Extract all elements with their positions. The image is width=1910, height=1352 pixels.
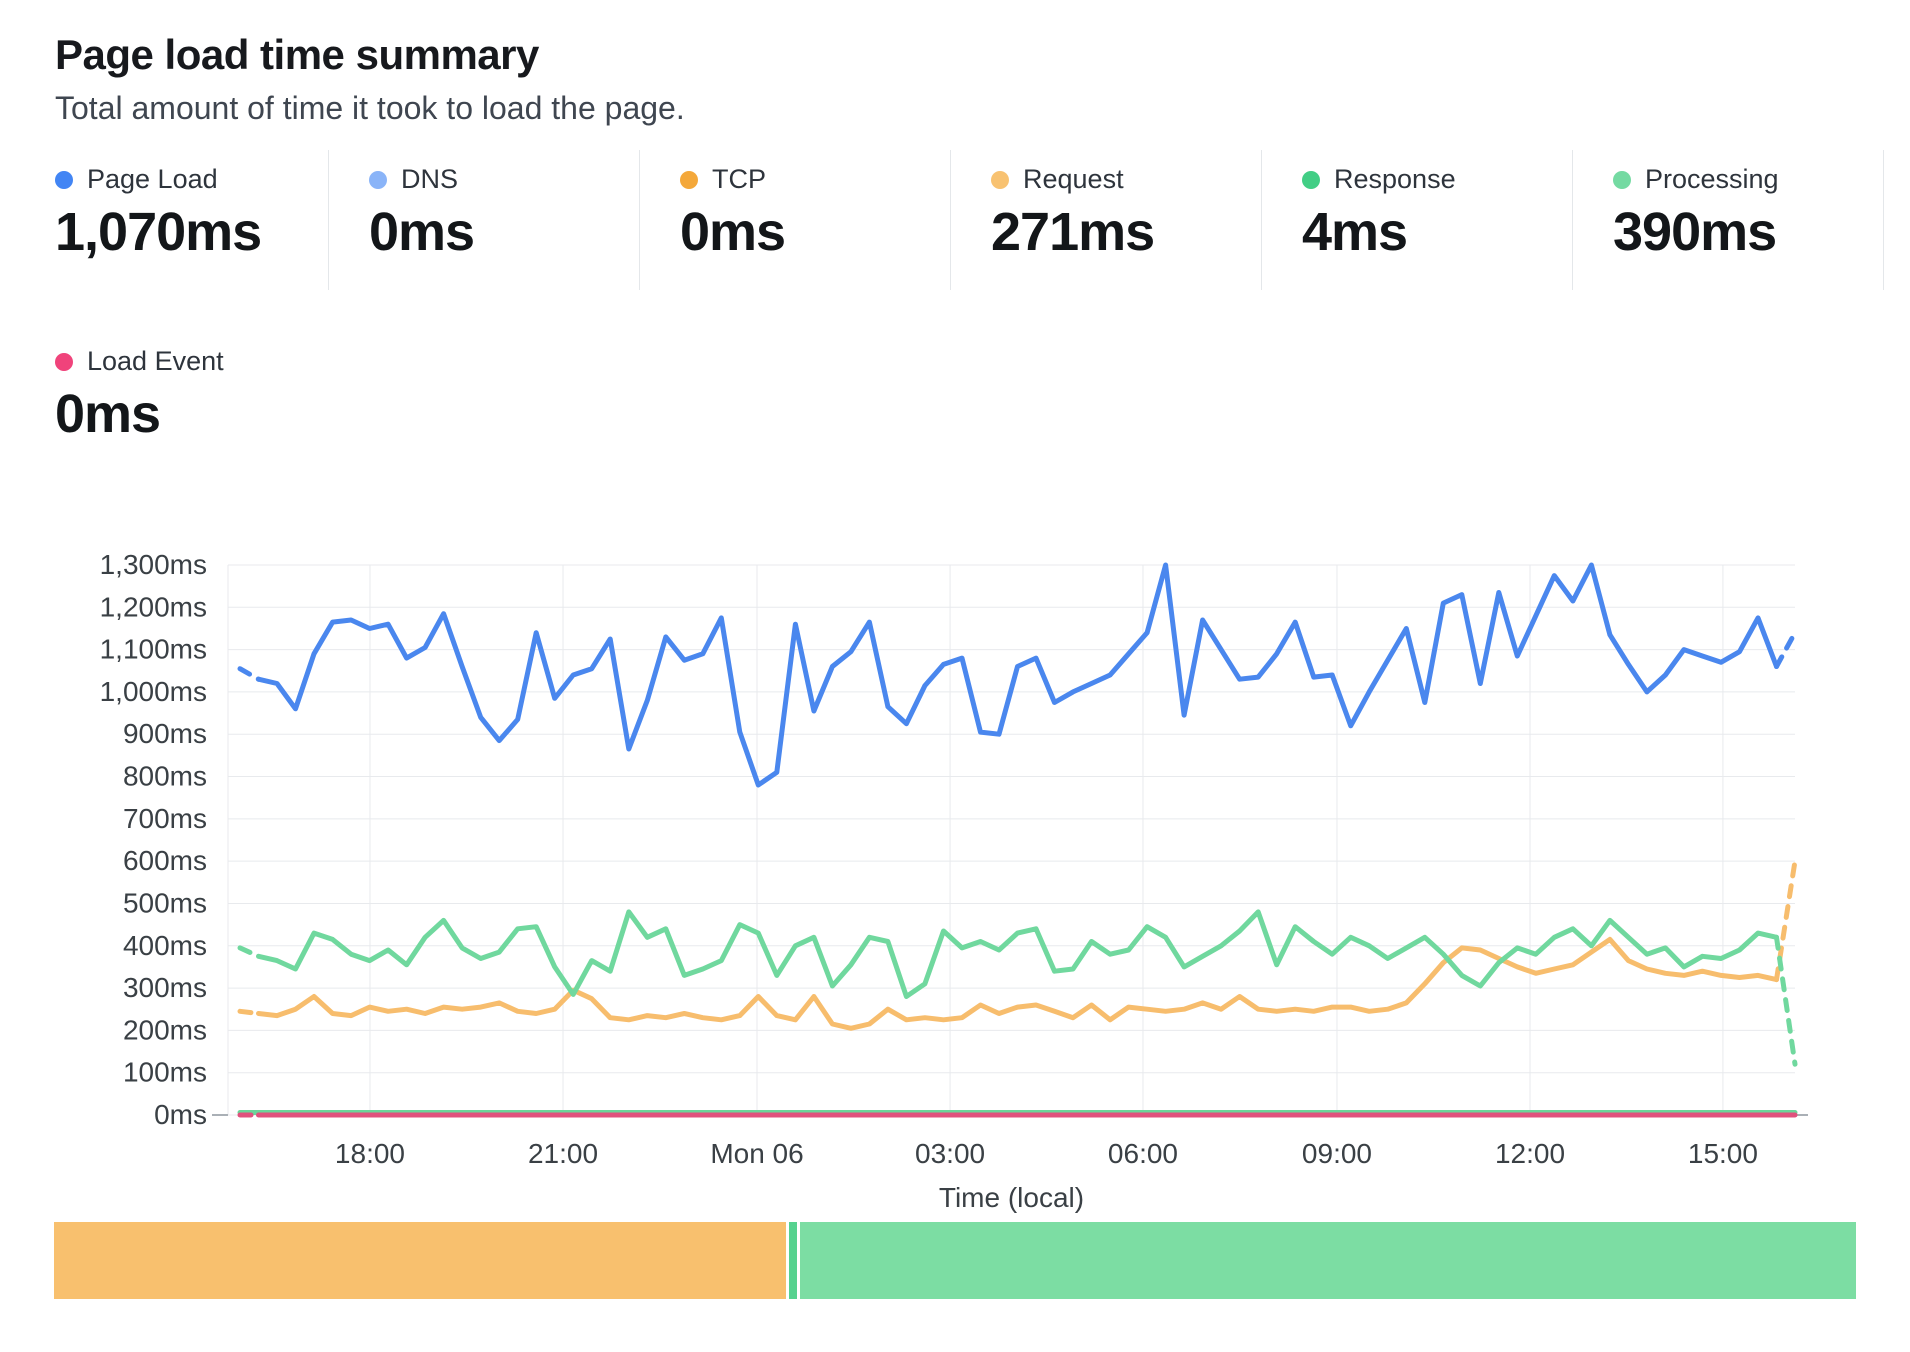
y-axis-tick-label: 800ms: [123, 761, 207, 792]
x-axis-title: Time (local): [939, 1182, 1084, 1213]
series-processing-line: [237, 945, 261, 959]
series-processing-line: [1774, 934, 1798, 1067]
x-axis-tick-label: 06:00: [1108, 1138, 1178, 1169]
y-axis-tick-label: 700ms: [123, 803, 207, 834]
y-axis-tick-label: 1,200ms: [100, 591, 207, 622]
metric-label-text: Processing: [1645, 164, 1779, 194]
metric-value: 4ms: [1302, 202, 1408, 262]
page-title: Page load time summary: [55, 31, 539, 78]
metric-label-text: Request: [1023, 164, 1124, 194]
load-time-breakdown-bar: [54, 1222, 1856, 1299]
processing-legend-dot: [1613, 170, 1631, 189]
y-axis-tick-label: 100ms: [123, 1057, 207, 1088]
metric-label-text: Response: [1334, 164, 1456, 194]
metric-page-load[interactable]: Page Load 1,070ms: [55, 150, 329, 290]
metric-label-text: Load Event: [87, 346, 224, 376]
breakdown-segment-response: [788, 1222, 797, 1299]
metric-label: DNS: [369, 166, 639, 193]
metric-request[interactable]: Request 271ms: [951, 150, 1262, 290]
metric-label-text: TCP: [712, 164, 766, 194]
metric-response[interactable]: Response 4ms: [1262, 150, 1573, 290]
metric-load-event[interactable]: Load Event 0ms: [55, 332, 329, 472]
y-axis-tick-label: 300ms: [123, 972, 207, 1003]
y-axis-tick-label: 600ms: [123, 845, 207, 876]
tcp-legend-dot: [680, 170, 698, 189]
breakdown-segment-request: [54, 1222, 786, 1299]
x-axis-tick-label: 12:00: [1495, 1138, 1565, 1169]
series-request-line: [237, 1008, 261, 1016]
metric-dns[interactable]: DNS 0ms: [329, 150, 640, 290]
x-axis-tick-label: 15:00: [1688, 1138, 1758, 1169]
response-legend-dot: [1302, 170, 1320, 189]
metric-label-text: DNS: [401, 164, 459, 194]
y-axis-tick-label: 400ms: [123, 930, 207, 961]
series-page-load-line: [237, 666, 261, 682]
breakdown-segment-processing: [799, 1222, 1856, 1299]
x-axis-tick-label: 09:00: [1302, 1138, 1372, 1169]
metric-value: 390ms: [1613, 202, 1777, 262]
metric-label: Request: [991, 166, 1261, 193]
y-axis-tick-label: 0ms: [154, 1099, 207, 1130]
metrics-row-1: Page Load 1,070ms DNS 0ms TCP 0ms Reques…: [55, 150, 1884, 290]
page-load-legend-dot: [55, 170, 73, 189]
metric-label-text: Page Load: [87, 164, 218, 194]
metric-processing[interactable]: Processing 390ms: [1573, 150, 1884, 290]
metric-value: 0ms: [369, 202, 475, 262]
series-request-line: [256, 936, 1779, 1031]
y-axis-tick-label: 200ms: [123, 1014, 207, 1045]
y-axis-tick-label: 1,100ms: [100, 634, 207, 665]
load-event-legend-dot: [55, 352, 73, 371]
metric-value: 271ms: [991, 202, 1155, 262]
metric-label: Response: [1302, 166, 1572, 193]
series-page-load-line: [1774, 630, 1798, 669]
y-axis-tick-label: 1,300ms: [100, 549, 207, 580]
metric-value: 1,070ms: [55, 202, 262, 262]
dns-legend-dot: [369, 170, 387, 189]
metrics-row-2: Load Event 0ms: [55, 332, 329, 472]
y-axis-tick-label: 1,000ms: [100, 676, 207, 707]
request-legend-dot: [991, 170, 1009, 189]
metric-label: Processing: [1613, 166, 1883, 193]
metric-label: Page Load: [55, 166, 328, 193]
series-page-load-line: [256, 562, 1779, 788]
x-axis-tick-label: 03:00: [915, 1138, 985, 1169]
timings-chart-area[interactable]: 0ms 100ms 200ms 300ms 400ms 500ms 600ms 700ms 80…: [0, 430, 1910, 1220]
metric-label: Load Event: [55, 348, 329, 375]
metric-label: TCP: [680, 166, 950, 193]
y-axis-tick-label: 900ms: [123, 718, 207, 749]
x-axis-tick-label: Mon 06: [710, 1138, 803, 1169]
metric-value: 0ms: [55, 384, 161, 444]
series-processing-line: [256, 909, 1779, 999]
timings-line-chart[interactable]: 0ms 100ms 200ms 300ms 400ms 500ms 600ms 700ms 80…: [0, 430, 1910, 1220]
metric-tcp[interactable]: TCP 0ms: [640, 150, 951, 290]
x-axis-tick-label: 21:00: [528, 1138, 598, 1169]
metric-value: 0ms: [680, 202, 786, 262]
y-axis-tick-label: 500ms: [123, 887, 207, 918]
page-subtitle: Total amount of time it took to load the…: [55, 90, 685, 126]
x-axis-tick-label: 18:00: [335, 1138, 405, 1169]
